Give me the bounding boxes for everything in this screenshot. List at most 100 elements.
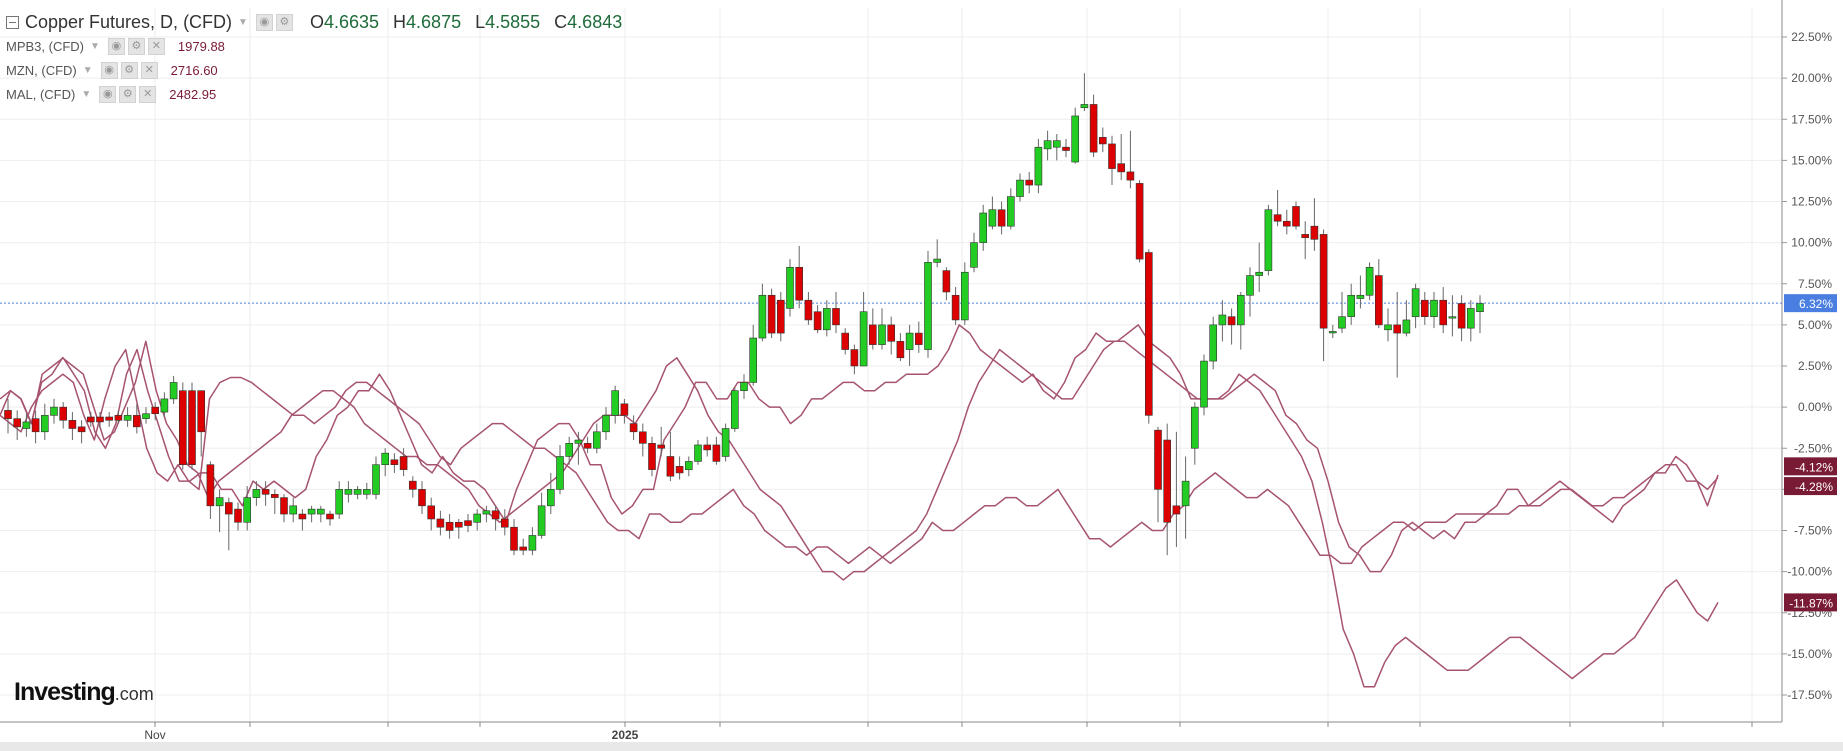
y-tick-label: -17.50% (1787, 688, 1832, 702)
chevron-down-icon[interactable]: ▼ (238, 16, 248, 28)
candle-down (179, 390, 187, 465)
candle-up (40, 415, 49, 433)
candle-down (197, 390, 205, 433)
y-tick-label: 10.00% (1791, 236, 1832, 250)
eye-icon[interactable]: ◉ (100, 61, 118, 79)
gear-icon[interactable]: ⚙ (119, 85, 137, 103)
candle-down (620, 403, 629, 416)
candle-up (473, 513, 482, 523)
chevron-down-icon[interactable]: ▼ (81, 88, 92, 100)
candle-up (289, 505, 298, 515)
value-tag-label: 6.32% (1799, 297, 1833, 311)
candle-up (611, 390, 620, 416)
y-tick-label: 2.50% (1798, 359, 1832, 373)
candle-down (96, 416, 104, 423)
candle-up (252, 489, 261, 498)
collapse-icon[interactable] (6, 15, 19, 29)
candle-up (684, 461, 693, 470)
horizontal-gridlines (0, 36, 1782, 696)
candle-down (133, 415, 141, 428)
legend-main-row[interactable]: Copper Futures, D, (CFD) ▼ ◉ ⚙ O 4.6635 H… (6, 10, 622, 34)
candle-up (878, 324, 886, 345)
y-tick-label: -15.00% (1787, 647, 1832, 661)
candle-down (914, 332, 923, 345)
candle-down (188, 390, 196, 465)
chevron-down-icon[interactable]: ▼ (90, 40, 100, 52)
candle-up (602, 415, 610, 433)
candle-up (169, 382, 178, 400)
candle-up (1043, 140, 1052, 150)
chevron-down-icon[interactable]: ▼ (82, 64, 93, 76)
candle-down (1292, 206, 1300, 227)
legend-symbol-row[interactable]: MZN, (CFD) ▼ ◉ ⚙ ✕ 2716.60 (6, 58, 622, 82)
candle-up (528, 535, 537, 551)
close-icon[interactable]: ✕ (139, 85, 157, 103)
candle-up (335, 489, 344, 515)
y-tick-label: -2.50% (1794, 441, 1832, 455)
symbol-name[interactable]: MPB3, (CFD) (6, 38, 84, 54)
candle-down (850, 349, 859, 367)
candle-down (225, 502, 233, 515)
low-value: 4.5855 (485, 11, 541, 32)
series-line (0, 340, 1719, 688)
candle-up (1006, 196, 1015, 227)
legend-symbol-row[interactable]: MAL, (CFD) ▼ ◉ ⚙ ✕ 2482.95 (6, 82, 622, 106)
candle-down (105, 416, 113, 421)
eye-icon[interactable]: ◉ (107, 37, 125, 55)
candle-up (1218, 314, 1227, 326)
candle-down (1135, 183, 1144, 260)
candle-down (1375, 275, 1383, 326)
gear-icon[interactable]: ⚙ (120, 61, 138, 79)
gear-icon[interactable]: ⚙ (275, 13, 293, 31)
candle-down (1457, 303, 1466, 329)
candle-up (758, 294, 767, 339)
candle-down (666, 456, 675, 477)
candle-down (951, 294, 960, 321)
candle-up (381, 452, 390, 465)
candle-down (464, 520, 472, 526)
candle-down (997, 209, 1006, 227)
close-icon[interactable]: ✕ (147, 37, 165, 55)
candle-down (114, 415, 123, 421)
close-icon[interactable]: ✕ (140, 61, 158, 79)
candle-down (712, 444, 721, 462)
candle-down (519, 546, 528, 551)
y-tick-label: 15.00% (1791, 153, 1832, 167)
candle-down (868, 324, 877, 345)
candle-up (694, 444, 702, 462)
candle-down (1227, 316, 1236, 326)
instrument-title[interactable]: Copper Futures, D, (CFD) (25, 11, 233, 32)
close-label: C (554, 11, 568, 32)
gear-icon[interactable]: ⚙ (127, 37, 145, 55)
candle-up (1329, 331, 1337, 334)
candle-down (1154, 429, 1162, 490)
candle-down (31, 418, 40, 433)
eye-icon[interactable]: ◉ (99, 85, 117, 103)
candles (4, 73, 1484, 556)
candle-down (887, 324, 896, 342)
investing-logo[interactable]: Investing.com (14, 678, 154, 707)
candle-up (307, 508, 316, 515)
candle-down (795, 266, 804, 301)
candle-down (703, 444, 712, 451)
candle-up (1053, 140, 1061, 148)
symbol-value: 1979.88 (177, 38, 225, 54)
high-value: 4.6875 (406, 11, 462, 32)
value-tag-label: -11.87% (1789, 596, 1833, 610)
candle-down (59, 406, 68, 421)
candle-up (1356, 294, 1365, 299)
legend-symbol-row[interactable]: MPB3, (CFD) ▼ ◉ ⚙ ✕ 1979.88 (6, 34, 622, 58)
candle-down (767, 294, 776, 334)
symbol-name[interactable]: MAL, (CFD) (6, 86, 76, 102)
symbol-name[interactable]: MZN, (CFD) (6, 62, 77, 78)
candle-up (859, 311, 868, 367)
candle-down (4, 410, 12, 419)
candle-up (1200, 360, 1208, 408)
close-value: 4.6843 (567, 11, 623, 32)
series-line (0, 348, 1719, 565)
value-tag (1784, 593, 1837, 612)
value-tag (1784, 294, 1837, 313)
candle-up (215, 497, 224, 507)
eye-icon[interactable]: ◉ (255, 13, 273, 31)
